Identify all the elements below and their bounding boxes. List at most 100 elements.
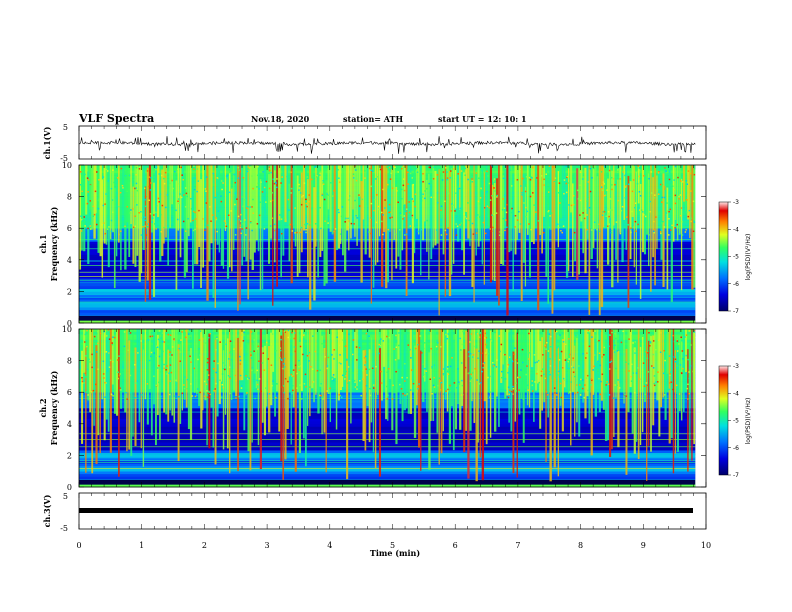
spectrogram-speckle [246,207,248,209]
spectrogram-streak [489,165,493,283]
spectrogram-speckle [84,173,86,176]
spectrogram-speckle [354,386,357,388]
spectrogram-speckle [558,376,561,378]
spectrogram-speckle [412,226,415,229]
spectrogram-streak [442,165,445,255]
spectrogram-streak [187,350,190,430]
spectrogram-streak [175,329,178,383]
spectrogram-speckle [659,231,662,233]
spectrogram-streak [389,329,392,380]
spectrogram-speckle [200,175,203,177]
spectrogram-speckle [265,180,268,183]
spectrogram-speckle [493,178,496,180]
spectrogram-speckle [612,397,615,399]
spectrogram-speckle [449,365,452,368]
spectrogram-speckle [687,358,689,361]
spectrogram-speckle [106,170,109,172]
spectrogram-speckle [134,203,136,205]
spectrogram-speckle [647,351,649,354]
spectrogram-speckle [621,205,624,208]
spectrogram-speckle [265,201,267,203]
spectrogram-speckle [233,173,235,176]
spectrogram-speckle [455,234,458,236]
spectrogram-speckle [639,378,641,380]
ch3-waveform-panel: 5 -5 ch.3(V) [42,492,707,533]
spectrogram-speckle [119,191,122,194]
spectrogram-speckle [543,231,545,234]
spectrogram-speckle [460,170,463,172]
spectrogram-streak [200,329,203,429]
spectrogram-speckle [197,180,200,182]
ch2-spectrogram-ylabel-freq: Frequency (kHz) [49,370,59,445]
spectrogram-speckle [91,353,93,356]
spectrogram-speckle [348,195,351,197]
spectrogram-speckle [594,338,596,341]
spectrogram-speckle [347,366,350,368]
spectrogram-speckle [271,217,274,219]
spectrogram-speckle [290,373,293,376]
spectrogram-speckle [400,214,403,216]
spectrogram-speckle [550,335,552,338]
spectrogram-speckle [281,386,284,388]
spectrogram-streak [594,342,598,417]
spectrogram-speckle [355,346,358,348]
spectrogram-speckle [296,387,298,389]
spectrogram-speckle [142,341,144,344]
spectrogram-streak [372,343,375,453]
spectrogram-streak [243,165,246,257]
spectrogram-streak [177,165,179,231]
spectrogram-streak [276,329,278,392]
spectrogram-speckle [144,225,146,227]
spectrogram-speckle [405,208,408,210]
spectrogram-speckle [169,380,172,382]
spectrogram-streak [286,165,289,219]
spectrogram-streak [516,332,518,478]
spectrogram-speckle [665,170,667,172]
spectrogram-streak [604,340,608,441]
spectrogram-speckle [433,196,435,199]
spectrogram-speckle [531,380,534,382]
spectrogram-speckle [467,178,469,181]
spectrogram-speckle [587,329,590,332]
spectrogram-speckle [151,335,154,337]
spectrogram-speckle [89,361,91,363]
spectrogram-speckle [86,202,89,205]
spectrogram-speckle [411,169,413,171]
spectrogram-speckle [228,214,230,217]
spectrogram-speckle [164,176,166,178]
spectrogram-speckle [167,225,169,228]
spectrogram-streak [672,165,675,242]
spectrogram-speckle [169,351,171,353]
spectrogram-streak [387,329,389,421]
spectrogram-speckle [601,356,603,358]
spectrogram-speckle [581,379,584,381]
spectrogram-speckle [673,356,676,358]
spectrogram-streak [105,337,108,420]
spectrogram-speckle [417,387,419,390]
ch1-colorbar-ticks: -3-4-5-6-7 [728,199,739,315]
spectrogram-streak [518,329,521,415]
spectrogram-speckle [600,186,603,188]
spectrogram-speckle [347,226,349,228]
spectrogram-speckle [392,384,394,387]
spectrogram-speckle [338,211,340,214]
spectrogram-speckle [548,200,551,203]
spectrogram-streak [346,165,349,231]
spectrogram-speckle [564,343,567,346]
spectrogram-speckle [500,343,503,346]
spectrogram-speckle [125,391,127,394]
spectrogram-speckle [265,341,268,344]
spectrogram-speckle [316,369,319,372]
spectrogram-streak [580,329,582,397]
spectrogram-speckle [668,210,670,213]
spectrogram-speckle [672,388,674,391]
spectrogram-streak [471,179,474,287]
spectrogram-speckle [644,393,647,396]
spectrogram-streak [510,165,512,251]
spectrogram-speckle [392,165,395,168]
spectrogram-streak [691,165,694,290]
spectrogram-speckle [626,216,628,218]
spectrogram-speckle [403,215,406,217]
spectrogram-streak [247,165,249,300]
spectrogram-streak [668,329,671,444]
